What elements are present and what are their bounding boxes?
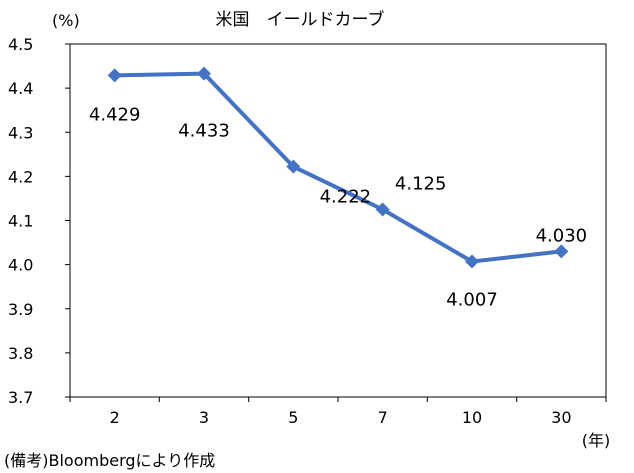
data-point <box>375 202 390 217</box>
y-tick-label: 3.9 <box>8 300 33 319</box>
series-markers <box>107 66 569 269</box>
data-point <box>465 254 479 269</box>
y-tick-label: 3.8 <box>8 344 33 363</box>
y-tick-label: 4.1 <box>8 212 33 231</box>
y-axis-unit: (%) <box>52 11 80 30</box>
data-point <box>286 159 301 174</box>
y-axis: 3.7 3.8 3.9 4.0 4.1 4.2 4.3 4.4 4.5 <box>8 35 70 407</box>
x-axis: 2 3 5 7 10 30 <box>69 397 607 427</box>
data-label: 4.125 <box>395 173 447 194</box>
x-tick-label: 7 <box>378 408 388 427</box>
data-label: 4.007 <box>446 290 498 311</box>
y-tick-label: 4.3 <box>8 123 33 142</box>
data-labels: 4.429 4.433 4.222 4.125 4.007 4.030 <box>89 104 587 310</box>
y-tick-label: 3.7 <box>8 388 33 407</box>
data-label: 4.030 <box>536 225 588 246</box>
data-label: 4.429 <box>89 104 141 125</box>
data-point <box>107 68 122 83</box>
x-tick-label: 3 <box>199 408 209 427</box>
plot-area-frame <box>69 43 607 398</box>
y-tick-label: 4.4 <box>8 79 33 98</box>
y-tick-label: 4.2 <box>8 167 33 186</box>
x-tick-label: 30 <box>551 408 571 427</box>
x-tick-label: 10 <box>462 408 482 427</box>
y-tick-label: 4.5 <box>8 35 33 54</box>
series-line <box>114 71 562 264</box>
data-label: 4.433 <box>178 121 230 142</box>
x-tick-label: 5 <box>288 408 298 427</box>
x-tick-label: 2 <box>110 408 120 427</box>
source-note: (備考)Bloombergにより作成 <box>4 451 216 470</box>
y-tick-label: 4.0 <box>8 256 33 275</box>
data-point <box>197 66 211 81</box>
data-point <box>554 244 569 259</box>
data-label: 4.222 <box>320 187 372 208</box>
x-axis-unit: (年) <box>582 431 611 450</box>
chart-title: 米国 イールドカーブ <box>216 9 385 30</box>
